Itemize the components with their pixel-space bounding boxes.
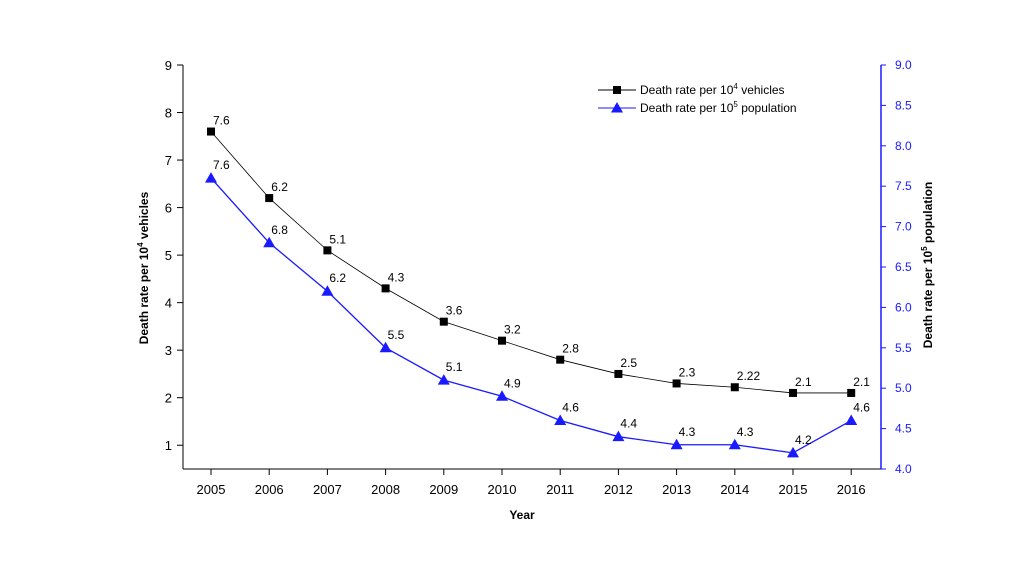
series-1-point	[205, 172, 217, 183]
series-1-data-label: 4.6	[853, 401, 870, 415]
left-tick-label: 9	[165, 58, 172, 73]
series-0-point	[789, 388, 797, 397]
series-0-data-label: 2.5	[620, 356, 637, 370]
legend-label-1: Death rate per 105 population	[640, 100, 797, 115]
series-1-point	[263, 236, 276, 248]
x-axis-title: Year	[509, 508, 535, 522]
left-axis-title: Death rate per 104 vehicles	[136, 191, 151, 344]
left-tick-label: 3	[165, 343, 172, 358]
right-tick-label: 5.0	[895, 381, 912, 395]
x-tick-label: 2014	[720, 482, 749, 497]
series-1-data-label: 4.6	[562, 401, 579, 415]
series-0-point	[381, 284, 390, 293]
right-tick-label: 9.0	[895, 58, 912, 72]
series-0-data-label: 2.8	[562, 342, 579, 356]
right-tick-label: 4.5	[895, 422, 912, 436]
series-1-data-label: 4.3	[679, 425, 696, 439]
series-0-point	[439, 317, 448, 326]
right-tick-label: 4.0	[895, 462, 912, 476]
legend-label-0: Death rate per 104 vehicles	[640, 82, 785, 97]
series-0-data-label: 2.1	[853, 375, 870, 389]
x-tick-label: 2011	[546, 482, 574, 497]
x-tick-label: 2009	[429, 482, 458, 497]
left-tick-label: 2	[165, 391, 172, 406]
series-1-point	[321, 285, 334, 296]
legend: Death rate per 104 vehicles Death rate pe…	[598, 82, 797, 115]
series-1-data-label: 4.3	[737, 425, 754, 439]
right-tick-label: 5.5	[895, 341, 912, 355]
series-1-line	[210, 177, 852, 454]
series-0-point	[672, 379, 681, 388]
series-1-data-label: 7.6	[213, 158, 230, 172]
series-0-data-label: 3.2	[504, 323, 521, 337]
series-0-data-label: 5.1	[329, 232, 346, 246]
right-tick-label: 6.5	[895, 260, 912, 274]
series-1-data-label: 6.8	[271, 223, 288, 237]
x-tick-label: 2012	[604, 482, 633, 497]
left-tick-label: 7	[165, 153, 172, 168]
series-1-point	[728, 438, 741, 450]
x-tick-label: 2006	[255, 482, 284, 497]
axes: 1 2 3 4 5 6 7 8 9 4.0 4.5 5.0 5.5 6.0 6.5 7.0 7.5 8.0 8.5 9…	[136, 58, 935, 522]
series-0-point	[498, 336, 506, 345]
series-0-data-label: 2.22	[737, 369, 761, 383]
series-0-point	[556, 355, 565, 364]
left-tick-label: 6	[165, 201, 172, 216]
series-1-point	[379, 341, 392, 353]
series-1-point	[496, 390, 508, 401]
series-1-point	[554, 414, 567, 426]
x-tick-label: 2005	[197, 482, 226, 497]
series-0-data-label: 3.6	[446, 304, 463, 318]
series-0-data-label: 2.1	[795, 375, 812, 389]
series-0-point	[265, 194, 274, 203]
series-1-point	[437, 374, 450, 385]
series-1-point	[612, 430, 625, 442]
x-tick-label: 2015	[779, 482, 808, 497]
series-layer: 7.6 6.2 5.1 4.3 3.6 3.2 2.8 2.5 2.3 2.22 2.1 2.1 7.6…	[205, 114, 870, 458]
left-tick-label: 8	[165, 106, 172, 121]
series-0-data-label: 7.6	[213, 114, 230, 128]
left-tick-label: 5	[165, 248, 172, 263]
legend-marker-0	[613, 86, 621, 94]
right-axis-title: Death rate per 105 population	[920, 182, 935, 349]
left-tick-label: 4	[165, 296, 172, 311]
series-0-data-label: 6.2	[271, 180, 288, 194]
x-tick-label: 2016	[837, 482, 866, 497]
series-1-data-label: 6.2	[329, 271, 346, 285]
series-1-data-label: 4.4	[620, 417, 637, 431]
series-1-data-label: 4.2	[795, 433, 812, 447]
right-tick-label: 8.5	[895, 98, 912, 112]
series-0-point	[847, 388, 856, 397]
right-tick-label: 7.5	[895, 179, 912, 193]
legend-marker-1	[611, 102, 623, 113]
series-1-data-label: 4.9	[504, 376, 521, 390]
x-tick-label: 2013	[662, 482, 691, 497]
right-tick-label: 8.0	[895, 139, 912, 153]
right-tick-label: 6.0	[895, 300, 912, 314]
right-tick-label: 7.0	[895, 220, 912, 234]
series-1-point	[845, 414, 858, 426]
left-tick-label: 1	[165, 438, 172, 453]
series-0-line	[210, 131, 852, 394]
series-0-point	[323, 246, 332, 255]
series-0-point	[730, 383, 739, 392]
series-1-point	[787, 446, 799, 458]
series-1-data-label: 5.5	[388, 328, 405, 342]
x-tick-label: 2010	[488, 482, 517, 497]
x-tick-label: 2007	[313, 482, 342, 497]
series-0-data-label: 4.3	[388, 270, 405, 284]
series-0-point	[614, 369, 623, 378]
series-0-point	[207, 127, 215, 136]
x-tick-label: 2008	[371, 482, 400, 497]
series-0-data-label: 2.3	[679, 365, 696, 379]
series-1-data-label: 5.1	[446, 360, 463, 374]
series-1-point	[670, 438, 683, 450]
